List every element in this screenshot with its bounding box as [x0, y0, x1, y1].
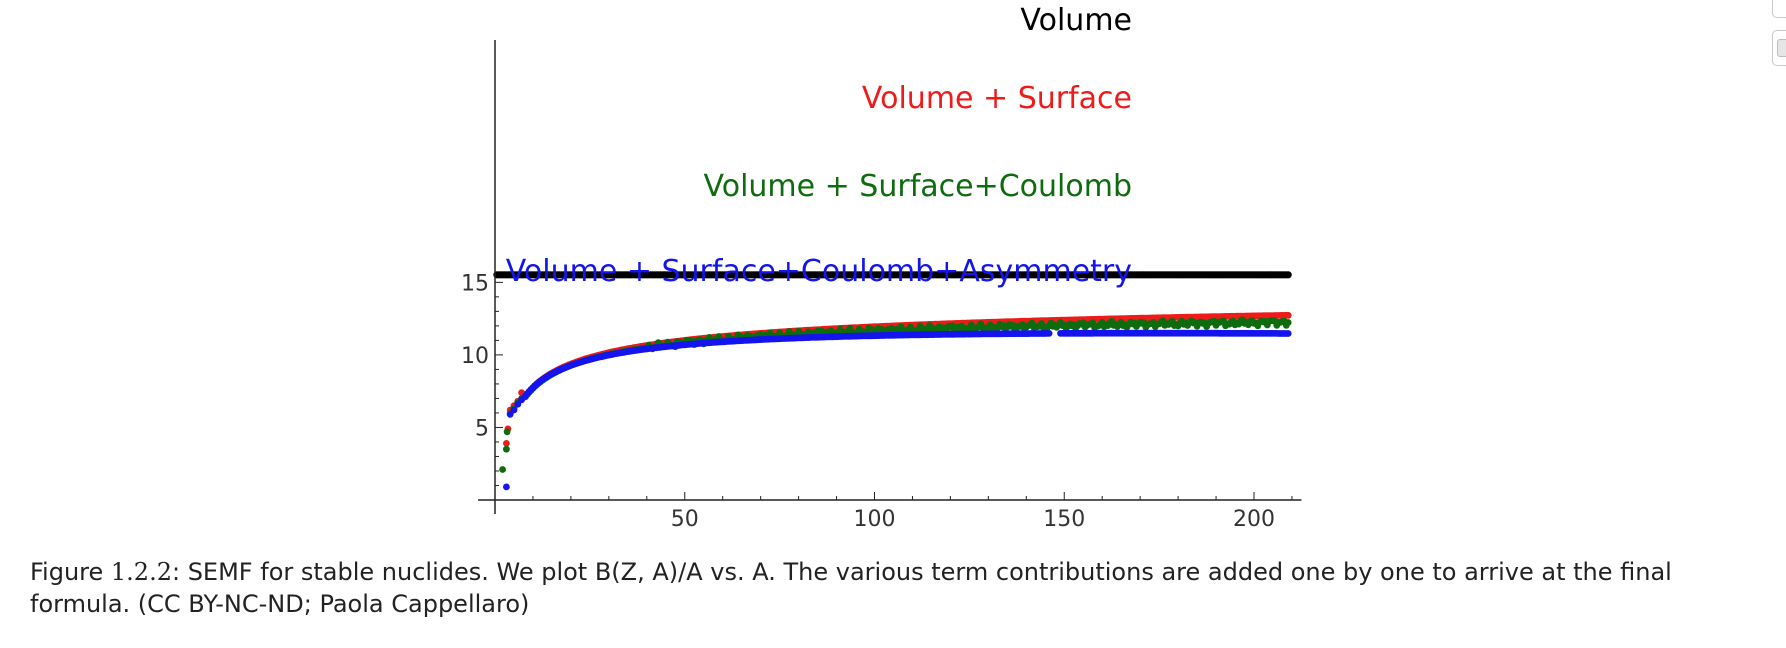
data-point: [510, 406, 518, 414]
x-tick-label: 200: [1233, 507, 1275, 532]
y-tick-label: 5: [475, 416, 489, 441]
figure-caption: Figure 1.2.2: SEMF for stable nuclides. …: [30, 556, 1720, 620]
series-coulomb: [499, 316, 1292, 473]
data-point: [1284, 330, 1292, 337]
data-point: [506, 411, 514, 418]
caption-prefix: Figure: [30, 558, 111, 586]
series-label-surface: Volume + Surface: [862, 81, 1132, 116]
series-volume: [493, 271, 1292, 279]
data-point: [499, 466, 506, 473]
y-tick-label: 15: [461, 271, 489, 296]
y-tick-label: 10: [461, 344, 489, 369]
caption-number: 1.2.2: [110, 558, 172, 586]
data-point: [503, 483, 510, 491]
data-point: [1045, 330, 1053, 337]
series-label-asymmetry: Volume + Surface+Coulomb+Asymmetry: [506, 254, 1132, 289]
series-label-coulomb: Volume + Surface+Coulomb: [704, 169, 1132, 204]
data-point: [1284, 311, 1292, 319]
data-point: [503, 445, 510, 453]
edge-scroll-widget-top[interactable]: [1772, 0, 1786, 18]
axes: 50 100 150 200 5 10 15: [461, 40, 1302, 532]
edge-widget-icon: [1777, 39, 1786, 57]
series-label-volume: Volume: [1020, 3, 1132, 38]
caption-text: : SEMF for stable nuclides. We plot B(Z,…: [30, 558, 1672, 618]
semf-chart: 50 100 150 200 5 10 15 Volume Volume + Surface V…: [461, 3, 1302, 532]
data-point: [503, 428, 511, 436]
data-point: [503, 440, 510, 447]
data-point: [1284, 319, 1292, 326]
series-asymmetry: [503, 329, 1292, 491]
x-tick-label: 150: [1043, 507, 1085, 532]
edge-scroll-widget[interactable]: [1772, 30, 1786, 66]
x-tick-label: 100: [854, 507, 896, 532]
data-point: [1284, 271, 1292, 279]
x-tick-label: 50: [671, 507, 699, 532]
